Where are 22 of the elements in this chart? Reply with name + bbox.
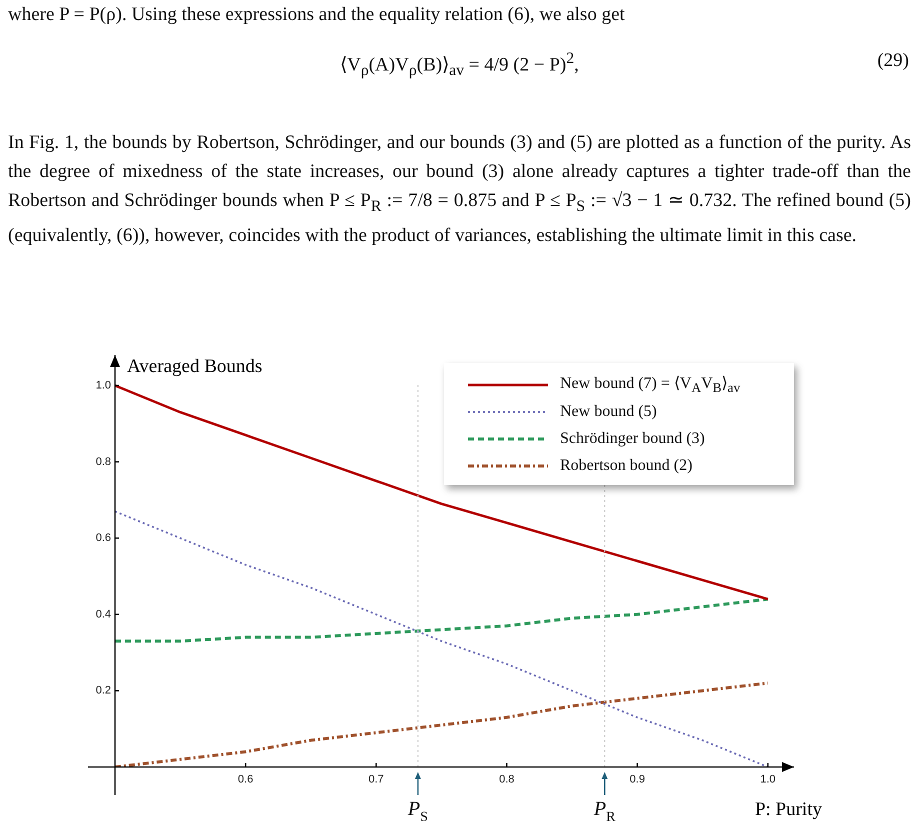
y-tick-label: 0.4 — [96, 608, 111, 620]
x-tick-label: 1.0 — [760, 774, 776, 786]
y-axis-title: Averaged Bounds — [127, 356, 262, 377]
line-series — [115, 598, 770, 643]
line-series — [115, 682, 770, 767]
y-tick-label: 0.6 — [96, 532, 111, 544]
x-tick-label: 0.8 — [499, 774, 514, 786]
legend-label: Schrödinger bound (3) — [560, 430, 705, 448]
x-tick-label: 0.7 — [368, 774, 384, 786]
text: ⟨V$_{ρ}$(A)V$_{ρ}$(B)⟩$_{av}$ = 4/9 (2 − P)$^{2}$, — [340, 50, 579, 80]
text: In Fig. 1, the bounds by Robertson, Schrödinger, and our bounds (3) and (5) are plotted as a function of the purity. As the degree of mixedness of the state increases, our bound (3) alone already captures a tighter trade-off than the Robertson and Schrödinger bounds when P ≤ P$_{R}$ := 7/8 = 0.875 and P ≤ P$_{S}$ := √3 − 1 ≃ 0.732. The refined bound (5) (equivalently, (6)), however, coincides with the product of variances, establishing the ultimate limit in this case. — [8, 131, 911, 248]
y-tick-label: 0.8 — [96, 456, 111, 468]
text: (29) — [877, 50, 909, 72]
y-tick-label: 0.2 — [96, 684, 111, 697]
y-tick-label: 1.0 — [96, 380, 111, 392]
x-tick-label: 0.6 — [238, 774, 254, 786]
text: where P = P(ρ). Using these expressions and the equality relation (6), we also get — [8, 4, 625, 26]
legend-label: Robertson bound (2) — [560, 456, 692, 474]
x-axis-title: P: Purity — [754, 799, 822, 820]
legend-label: New bound (5) — [560, 402, 657, 420]
legend-label: New bound (7) = ⟨V$_{A}$V$_{B}$⟩$_{av}$ — [560, 374, 740, 396]
x-tick-label: 0.9 — [630, 774, 645, 786]
